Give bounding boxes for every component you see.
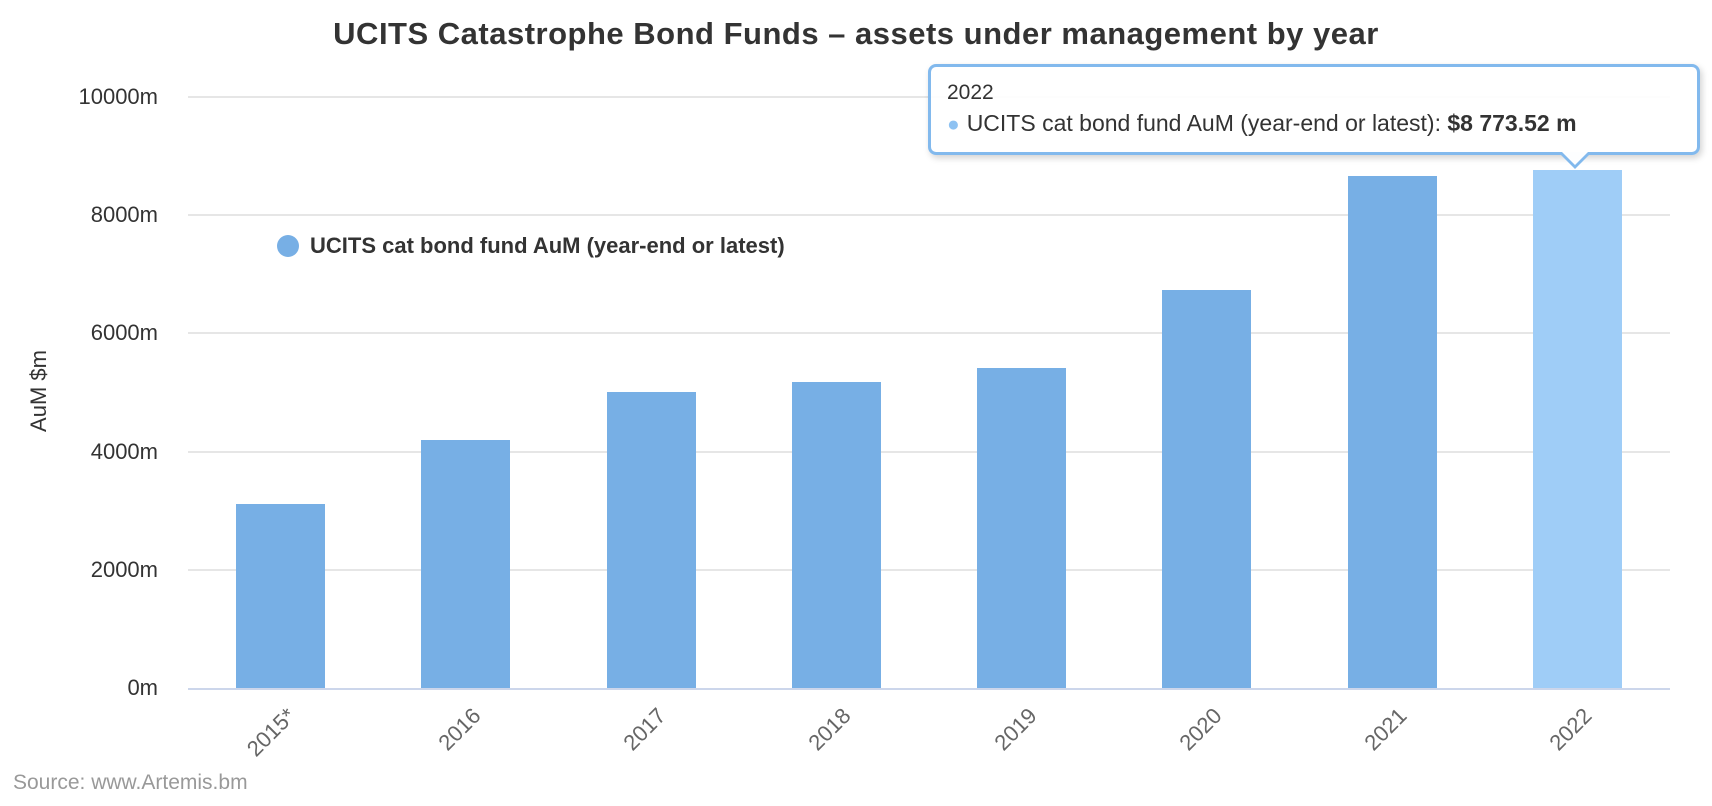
x-tick-label: 2015* [241,703,301,762]
tooltip-series-line: ● UCITS cat bond fund AuM (year-end or la… [947,110,1681,137]
plot-area [188,96,1670,690]
source-credit: Source: www.Artemis.bm [13,771,248,794]
gridline [188,568,1670,571]
x-tick-label: 2016 [433,703,486,756]
y-tick-label: 4000m [90,438,158,464]
bar-2020[interactable] [1162,290,1252,688]
bar-2018[interactable] [791,381,881,688]
tooltip-value: $8 773.52 m [1447,110,1577,136]
gridline [188,332,1670,335]
y-tick-label: 10000m [78,84,158,109]
legend-label: UCITS cat bond fund AuM (year-end or lat… [310,233,785,258]
x-tick-label: 2018 [803,703,857,756]
y-tick-label: 2000m [90,556,158,582]
bar-2021[interactable] [1347,176,1437,688]
tooltip-pointer-fill [1562,152,1588,165]
tooltip: 2022 ● UCITS cat bond fund AuM (year-end … [928,64,1700,169]
bar-2019[interactable] [977,368,1067,688]
tooltip-series-bullet-icon: ● [947,113,960,136]
gridline [188,450,1670,453]
bar-2017[interactable] [606,391,696,688]
y-tick-label: 6000m [90,320,158,346]
gridline [188,214,1670,217]
x-axis-line [188,688,1670,690]
x-tick-label: 2017 [618,703,671,756]
chart-title: UCITS Catastrophe Bond Funds – assets un… [333,16,1379,51]
x-tick-label: 2021 [1359,703,1412,756]
x-tick-label: 2020 [1174,703,1227,756]
x-tick-label: 2019 [989,703,1042,756]
legend-marker-icon [277,235,299,257]
y-axis-title: AuM $m [26,350,51,432]
bar-2016[interactable] [421,439,511,688]
legend-item[interactable]: UCITS cat bond fund AuM (year-end or lat… [277,233,785,259]
tooltip-header: 2022 [947,81,994,104]
x-tick-label: 2022 [1544,703,1598,756]
y-tick-label: 8000m [90,202,158,228]
tooltip-series-label: UCITS cat bond fund AuM (year-end or lat… [966,110,1441,136]
bar-2022[interactable] [1532,169,1622,688]
y-tick-label: 0m [127,675,158,700]
bar-2015[interactable] [236,504,326,688]
